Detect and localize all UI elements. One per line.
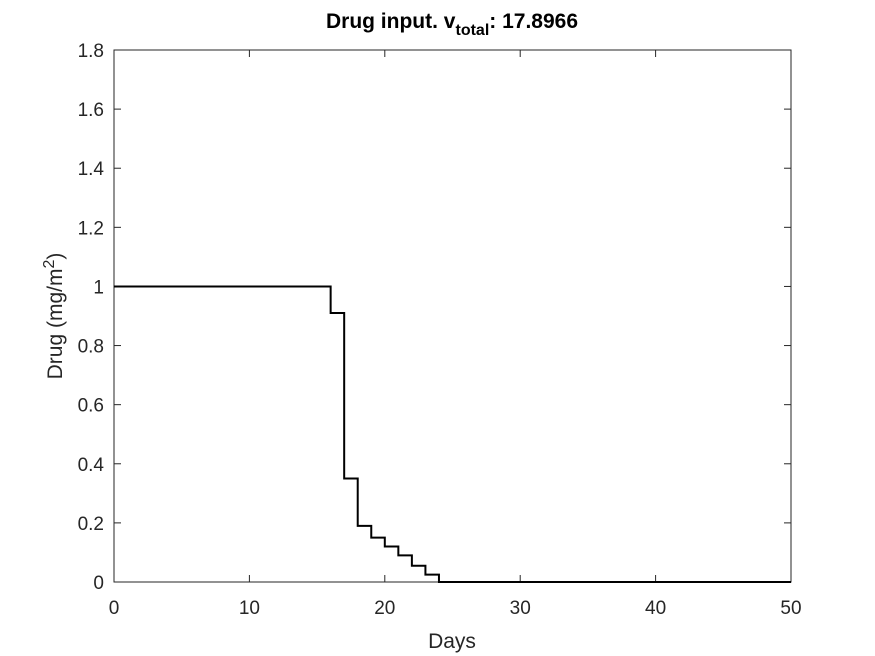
y-tick-label: 1.4 (78, 159, 105, 180)
y-tick-label: 1.2 (78, 218, 104, 239)
x-tick-label: 0 (109, 598, 120, 619)
drug-step-line (114, 285, 791, 583)
y-axis-label: Drug (mg/m2) (41, 253, 67, 380)
y-tick-labels: 0 0.2 0.4 0.6 0.8 1 1.2 1.4 1.6 1.8 (78, 41, 105, 594)
data-series (114, 285, 791, 583)
title-prefix: Drug input. v (326, 10, 456, 33)
y-tick-label: 1.6 (78, 100, 104, 121)
x-tick-label: 40 (645, 598, 666, 619)
title-suffix: : 17.8966 (489, 10, 578, 33)
ylabel-prefix: Drug (mg/m (44, 269, 67, 380)
x-tick-label: 10 (239, 598, 260, 619)
y-tick-label: 0 (93, 573, 104, 594)
y-tick-label: 0.8 (78, 337, 104, 358)
chart-title: Drug input. vtotal: 17.8966 (326, 10, 578, 39)
x-axis-label: Days (428, 630, 476, 653)
plot-area (113, 49, 792, 583)
x-tick-label: 30 (510, 598, 531, 619)
x-tick-label: 20 (374, 598, 395, 619)
y-tick-label: 0.2 (78, 514, 104, 535)
ylabel-superscript: 2 (41, 260, 58, 269)
title-subscript: total (455, 22, 489, 39)
x-tick-label: 50 (780, 598, 801, 619)
x-tick-labels: 0 10 20 30 40 50 (109, 598, 802, 619)
y-tick-label: 1 (93, 277, 104, 298)
y-tick-label: 0.4 (78, 455, 105, 476)
ylabel-suffix: ) (44, 253, 67, 260)
y-tick-label: 1.8 (78, 41, 104, 62)
y-tick-label: 0.6 (78, 396, 104, 417)
